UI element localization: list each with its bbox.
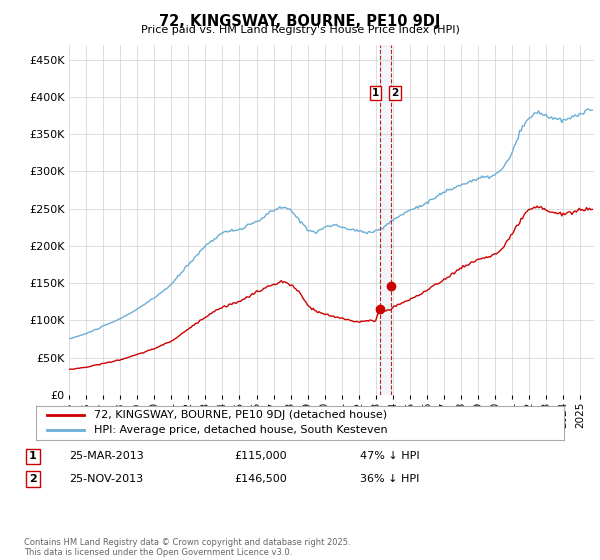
Text: 1: 1 — [29, 451, 37, 461]
Text: 25-NOV-2013: 25-NOV-2013 — [69, 474, 143, 484]
Text: 72, KINGSWAY, BOURNE, PE10 9DJ (detached house): 72, KINGSWAY, BOURNE, PE10 9DJ (detached… — [94, 410, 387, 421]
Text: Contains HM Land Registry data © Crown copyright and database right 2025.
This d: Contains HM Land Registry data © Crown c… — [24, 538, 350, 557]
Text: 72, KINGSWAY, BOURNE, PE10 9DJ: 72, KINGSWAY, BOURNE, PE10 9DJ — [160, 14, 440, 29]
Text: 25-MAR-2013: 25-MAR-2013 — [69, 451, 144, 461]
Text: 47% ↓ HPI: 47% ↓ HPI — [360, 451, 419, 461]
Text: 2: 2 — [29, 474, 37, 484]
Text: HPI: Average price, detached house, South Kesteven: HPI: Average price, detached house, Sout… — [94, 425, 388, 435]
Text: 1: 1 — [372, 88, 379, 98]
Text: 36% ↓ HPI: 36% ↓ HPI — [360, 474, 419, 484]
Text: £115,000: £115,000 — [234, 451, 287, 461]
Text: £146,500: £146,500 — [234, 474, 287, 484]
Text: 2: 2 — [392, 88, 399, 98]
Bar — [380, 45, 391, 395]
Text: Price paid vs. HM Land Registry's House Price Index (HPI): Price paid vs. HM Land Registry's House … — [140, 25, 460, 35]
